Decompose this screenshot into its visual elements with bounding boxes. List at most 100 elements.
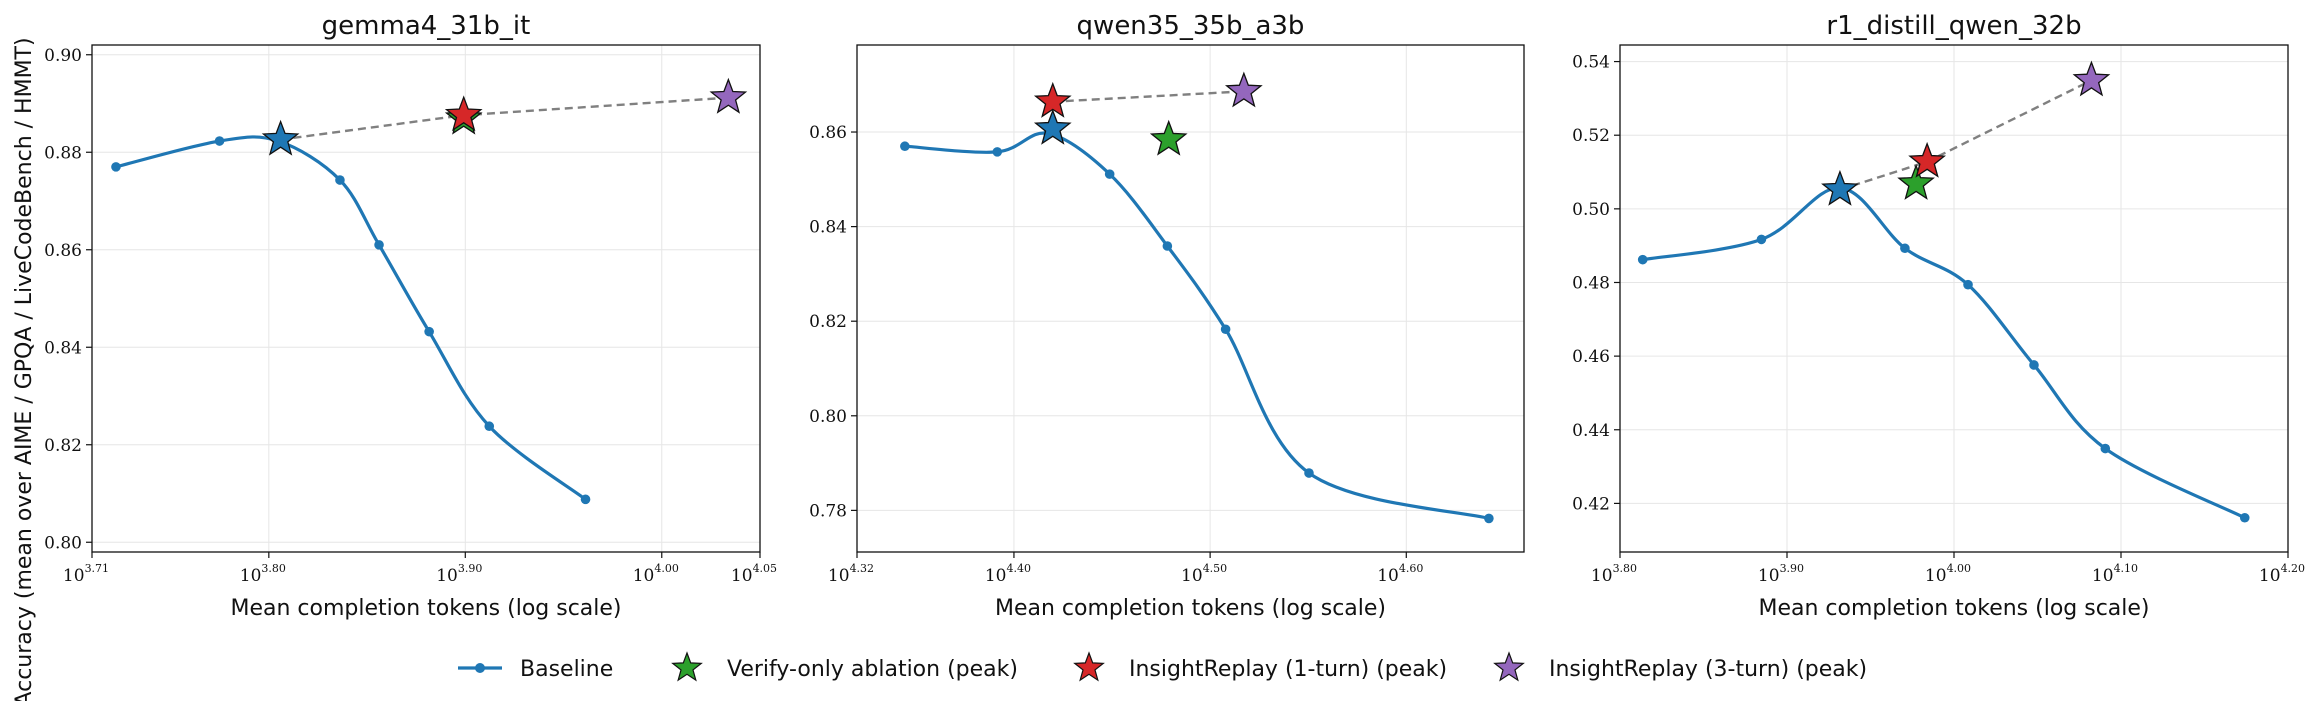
star-ir1-peak bbox=[1033, 81, 1072, 118]
baseline-point bbox=[1484, 513, 1494, 524]
axes: 104.32 104.40 104.50 104.600.780.800.820.84… bbox=[809, 123, 1423, 586]
x-tick-base: 10 bbox=[828, 566, 850, 586]
y-tick-label: 0.84 bbox=[809, 218, 847, 238]
x-tick-exponent: 4.10 bbox=[2114, 562, 2139, 575]
baseline-point bbox=[900, 141, 910, 152]
y-tick-label: 0.84 bbox=[44, 338, 82, 358]
x-tick-exponent: 4.00 bbox=[1947, 562, 1972, 575]
x-tick-base: 10 bbox=[1758, 566, 1780, 586]
baseline-line bbox=[1642, 186, 2246, 520]
panel-r1_distill_qwen_32b: 103.80 103.90 104.00 104.10 104.200.420.440.… bbox=[1572, 11, 2305, 621]
y-tick-label: 0.80 bbox=[44, 533, 82, 553]
x-tick-label: 103.90 bbox=[1758, 562, 1804, 586]
baseline-point bbox=[1304, 468, 1314, 478]
plot-frame bbox=[856, 44, 1525, 553]
x-tick-label: 103.71 bbox=[63, 562, 109, 586]
x-tick-base: 10 bbox=[731, 566, 753, 586]
x-tick-exponent: 4.32 bbox=[850, 562, 875, 575]
panel-gemma4_31b_it: 103.71 103.80 103.90 104.00 104.050.800.820.… bbox=[44, 11, 777, 621]
legend-label: Verify-only ablation (peak) bbox=[727, 657, 1018, 682]
y-tick-label: 0.86 bbox=[44, 241, 82, 261]
peak-connector bbox=[280, 96, 729, 141]
y-tick-label: 0.80 bbox=[809, 407, 847, 427]
y-tick-label: 0.52 bbox=[1572, 126, 1610, 146]
star-verify-peak bbox=[1149, 119, 1188, 156]
baseline-point bbox=[1900, 243, 1910, 254]
x-tick-exponent: 4.40 bbox=[1007, 562, 1032, 575]
panel-qwen35_35b_a3b: 104.32 104.40 104.50 104.600.780.800.820.84… bbox=[809, 11, 1525, 621]
y-tick-label: 0.42 bbox=[1572, 494, 1610, 514]
legend-item-ir1: InsightReplay (1-turn) (peak) bbox=[1073, 651, 1447, 682]
star-ir1-peak bbox=[444, 95, 483, 132]
y-tick-label: 0.82 bbox=[809, 312, 847, 332]
x-tick-base: 10 bbox=[240, 566, 262, 586]
x-tick-exponent: 4.05 bbox=[753, 562, 778, 575]
x-tick-exponent: 4.60 bbox=[1399, 562, 1424, 575]
x-tick-base: 10 bbox=[2092, 566, 2114, 586]
grid bbox=[1619, 45, 2289, 552]
x-tick-base: 10 bbox=[1591, 566, 1613, 586]
legend: Baseline Verify-only ablation (peak) Insig… bbox=[458, 651, 1867, 682]
panels: 103.71 103.80 103.90 104.00 104.050.800.820.… bbox=[44, 11, 2305, 621]
y-tick-label: 0.54 bbox=[1572, 53, 1610, 73]
y-tick-label: 0.86 bbox=[809, 123, 847, 143]
x-axis-label: Mean completion tokens (log scale) bbox=[230, 596, 621, 621]
star-baseline-peak bbox=[1033, 108, 1072, 145]
x-tick-base: 10 bbox=[1181, 566, 1203, 586]
legend-label: InsightReplay (1-turn) (peak) bbox=[1129, 657, 1447, 682]
x-axis-label: Mean completion tokens (log scale) bbox=[995, 596, 1386, 621]
star-verify-peak bbox=[1897, 163, 1935, 200]
x-axis-label: Mean completion tokens (log scale) bbox=[1758, 596, 2149, 621]
x-tick-label: 103.80 bbox=[240, 562, 286, 586]
x-tick-label: 103.80 bbox=[1591, 562, 1637, 586]
plot-frame bbox=[1619, 44, 2289, 553]
baseline-point bbox=[1963, 279, 1973, 290]
x-tick-label: 104.32 bbox=[828, 562, 874, 586]
x-tick-exponent: 3.90 bbox=[1780, 562, 1805, 575]
star-ir3-peak bbox=[709, 77, 748, 114]
x-tick-exponent: 3.90 bbox=[458, 562, 483, 575]
baseline-point bbox=[484, 421, 495, 432]
x-tick-exponent: 3.80 bbox=[261, 562, 286, 575]
star-ir3-peak bbox=[1224, 71, 1263, 108]
baseline-point bbox=[335, 175, 345, 185]
star-ir1-peak bbox=[1908, 141, 1946, 178]
x-tick-exponent: 4.50 bbox=[1203, 562, 1228, 575]
baseline-point bbox=[2239, 512, 2250, 523]
star-baseline-peak bbox=[1821, 169, 1859, 206]
x-tick-label: 104.40 bbox=[985, 562, 1031, 586]
panel-title: qwen35_35b_a3b bbox=[1077, 11, 1305, 41]
grid bbox=[856, 45, 1524, 552]
plot-frame bbox=[91, 44, 761, 553]
x-tick-exponent: 3.71 bbox=[85, 562, 110, 575]
x-tick-label: 104.50 bbox=[1181, 562, 1227, 586]
x-tick-label: 104.05 bbox=[731, 562, 777, 586]
x-tick-exponent: 3.80 bbox=[1613, 562, 1638, 575]
baseline-point bbox=[580, 494, 591, 505]
baseline-point bbox=[1637, 254, 1648, 265]
y-tick-label: 0.44 bbox=[1572, 421, 1610, 441]
x-tick-base: 10 bbox=[633, 566, 655, 586]
x-tick-label: 104.00 bbox=[1925, 562, 1971, 586]
x-tick-label: 103.90 bbox=[436, 562, 482, 586]
x-tick-base: 10 bbox=[1925, 566, 1947, 586]
legend-swatch-star bbox=[1493, 651, 1525, 682]
legend-item-baseline: Baseline bbox=[458, 657, 613, 682]
panel-title: r1_distill_qwen_32b bbox=[1826, 11, 2081, 41]
legend-label: Baseline bbox=[520, 657, 613, 682]
peak-connector bbox=[1052, 90, 1244, 103]
legend-swatch-star bbox=[1073, 651, 1105, 682]
x-tick-exponent: 4.20 bbox=[2281, 562, 2306, 575]
y-tick-label: 0.90 bbox=[44, 46, 82, 66]
x-tick-base: 10 bbox=[63, 566, 85, 586]
x-tick-label: 104.00 bbox=[633, 562, 679, 586]
x-tick-base: 10 bbox=[1377, 566, 1399, 586]
y-tick-label: 0.88 bbox=[44, 143, 82, 163]
baseline-point bbox=[2029, 360, 2039, 370]
legend-item-verify: Verify-only ablation (peak) bbox=[671, 651, 1018, 682]
baseline-point bbox=[1104, 169, 1115, 179]
baseline-point bbox=[214, 136, 225, 146]
y-tick-label: 0.50 bbox=[1572, 200, 1610, 220]
x-tick-label: 104.10 bbox=[2092, 562, 2138, 586]
